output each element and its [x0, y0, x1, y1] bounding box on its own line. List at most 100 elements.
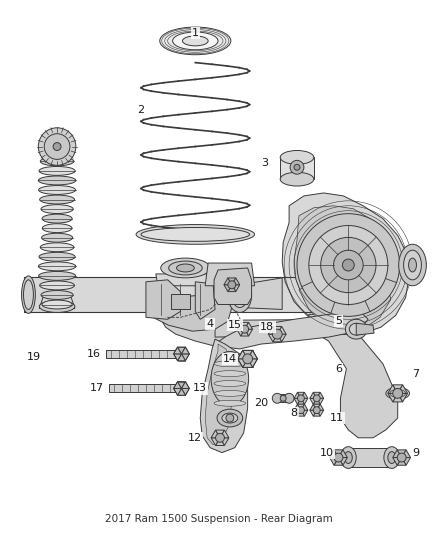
Polygon shape [205, 263, 254, 286]
Polygon shape [329, 450, 339, 457]
Ellipse shape [39, 252, 75, 261]
Polygon shape [237, 322, 245, 329]
Circle shape [215, 433, 224, 442]
Ellipse shape [21, 276, 35, 313]
Ellipse shape [39, 166, 75, 175]
Text: 20: 20 [254, 398, 268, 408]
Text: 8: 8 [290, 408, 297, 418]
Circle shape [44, 134, 70, 159]
Circle shape [241, 325, 249, 333]
Text: 3: 3 [261, 158, 268, 168]
Ellipse shape [161, 258, 210, 278]
Ellipse shape [214, 390, 246, 397]
Polygon shape [268, 326, 277, 334]
Ellipse shape [141, 228, 250, 241]
Polygon shape [277, 326, 286, 334]
Polygon shape [241, 322, 249, 329]
Text: 15: 15 [228, 320, 242, 330]
Circle shape [294, 164, 300, 170]
Ellipse shape [232, 284, 247, 308]
Ellipse shape [39, 262, 76, 271]
Circle shape [38, 128, 76, 165]
Polygon shape [317, 398, 324, 405]
Polygon shape [329, 457, 339, 465]
Ellipse shape [214, 361, 246, 367]
Text: 13: 13 [193, 383, 207, 393]
Ellipse shape [340, 447, 356, 469]
Polygon shape [294, 398, 301, 405]
Polygon shape [181, 382, 189, 389]
Ellipse shape [40, 281, 74, 290]
Ellipse shape [214, 381, 246, 386]
Circle shape [313, 407, 320, 414]
Circle shape [297, 395, 304, 402]
Polygon shape [228, 285, 236, 292]
Polygon shape [173, 382, 181, 389]
Ellipse shape [42, 233, 73, 242]
Polygon shape [397, 457, 406, 465]
Polygon shape [177, 382, 185, 389]
Polygon shape [294, 404, 301, 410]
Polygon shape [313, 410, 320, 416]
Polygon shape [243, 350, 253, 359]
Polygon shape [238, 278, 282, 310]
Polygon shape [393, 450, 402, 457]
Ellipse shape [384, 447, 400, 469]
Polygon shape [393, 385, 403, 393]
Polygon shape [334, 450, 343, 457]
Polygon shape [397, 450, 406, 457]
Polygon shape [313, 404, 320, 410]
Polygon shape [277, 334, 286, 342]
Circle shape [243, 354, 253, 364]
Polygon shape [398, 385, 408, 393]
Polygon shape [245, 322, 253, 329]
Polygon shape [310, 398, 317, 405]
Ellipse shape [211, 351, 249, 406]
Polygon shape [280, 157, 314, 179]
Polygon shape [301, 404, 308, 410]
Ellipse shape [177, 264, 194, 272]
Ellipse shape [344, 451, 352, 464]
Text: 2017 Ram 1500 Suspension - Rear Diagram: 2017 Ram 1500 Suspension - Rear Diagram [105, 514, 333, 524]
Ellipse shape [399, 244, 426, 286]
Polygon shape [247, 359, 258, 367]
Ellipse shape [214, 370, 246, 377]
Circle shape [280, 395, 286, 401]
Text: 1: 1 [192, 28, 199, 38]
Ellipse shape [42, 224, 72, 232]
Polygon shape [393, 393, 403, 402]
Ellipse shape [42, 214, 72, 223]
Ellipse shape [280, 150, 314, 164]
Circle shape [321, 237, 376, 293]
Polygon shape [153, 295, 232, 331]
Ellipse shape [388, 451, 396, 464]
Polygon shape [195, 282, 215, 319]
Polygon shape [310, 404, 317, 410]
Polygon shape [398, 393, 408, 402]
Text: 18: 18 [260, 322, 275, 332]
Polygon shape [297, 404, 304, 410]
Circle shape [290, 160, 304, 174]
Polygon shape [388, 393, 398, 402]
Circle shape [333, 250, 363, 280]
Circle shape [297, 407, 304, 414]
Polygon shape [25, 277, 358, 312]
Text: 9: 9 [412, 448, 419, 458]
Polygon shape [173, 354, 181, 361]
Polygon shape [177, 347, 185, 354]
Polygon shape [310, 392, 317, 398]
Polygon shape [181, 354, 189, 361]
Polygon shape [339, 450, 347, 457]
Polygon shape [402, 457, 410, 465]
Polygon shape [313, 398, 320, 405]
Polygon shape [215, 319, 358, 337]
Polygon shape [173, 347, 181, 354]
Polygon shape [294, 206, 395, 318]
Ellipse shape [350, 324, 363, 335]
Polygon shape [294, 410, 301, 416]
Polygon shape [211, 438, 220, 446]
Polygon shape [156, 274, 215, 286]
Polygon shape [334, 457, 343, 465]
Ellipse shape [41, 205, 73, 214]
Polygon shape [301, 398, 308, 405]
